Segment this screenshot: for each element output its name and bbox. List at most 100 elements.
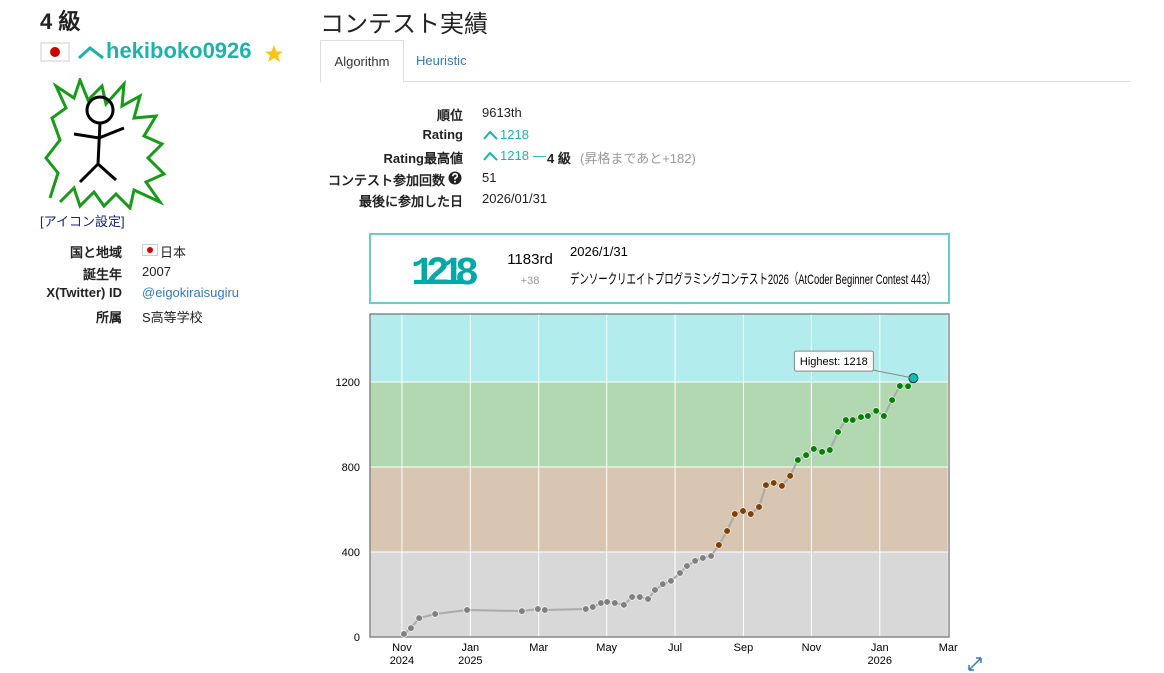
x-tick-label: Nov [392,642,412,654]
info-place: 1183rd [507,251,553,268]
rating-point [739,507,747,515]
info-date: 2026/1/31 [570,244,628,259]
info-name: デンソークリエイトプログラミングコンテスト2026（AtCoder Beginn… [570,271,936,287]
rating-point [842,416,850,424]
rating-point [518,607,526,615]
rating-point [691,557,699,565]
rating-icon [77,46,104,60]
stat-label: Rating [422,126,463,142]
tab-active[interactable]: Algorithm [320,40,404,83]
stat-value: 1218 [500,148,529,163]
field-value: 2007 [142,263,171,279]
field-label: 国と地域 [69,245,122,260]
x-tick-year: 2025 [458,655,482,667]
star [265,45,283,62]
rating-point [651,586,659,594]
rating-point [407,624,415,632]
x-tick-label: Nov [802,642,822,654]
rating-point [849,416,857,424]
section-title: コンテスト実績 [320,11,488,38]
x-tick-year: 2026 [868,655,892,667]
rating-point [723,527,731,535]
rank: 4 級 [547,151,571,166]
username[interactable]: hekiboko0926 [106,38,252,63]
icon-link[interactable]: [アイコン設定] [40,214,125,229]
rating-point [802,451,810,459]
x-tick-label: Jan [461,642,479,654]
help-mark [452,172,459,180]
x-tick-year: 2024 [390,655,414,667]
help-icon[interactable] [448,171,462,185]
rating-point [534,605,542,613]
rating-icon [483,151,498,161]
x-tick-label: Jan [871,642,889,654]
rating-point [611,599,619,607]
info-box [369,233,950,304]
rating-point [707,552,715,560]
tab-line [320,81,1130,82]
rating-point [896,382,904,390]
stat-value: 1218 [500,126,529,142]
rating-point [683,562,691,570]
plot-frame [369,313,950,638]
rating-point [864,412,872,420]
rating-point [659,580,667,588]
rating-point [620,601,628,609]
info-diff: +38 [521,275,540,287]
annotation-leader [873,369,914,379]
stat-value: 2026/01/31 [482,191,548,206]
rating-point [834,428,842,436]
rating-point [541,606,549,614]
x-tick-label: Mar [939,642,958,654]
annotation-box [793,350,874,372]
rating-point [628,593,636,601]
rating-point [603,598,611,606]
rating-icon [483,130,498,140]
stat-value: 9613th [482,105,522,120]
tab-label: Algorithm [334,54,390,69]
rating-point [786,472,794,480]
rating-point [762,481,770,489]
rating-point [582,605,590,613]
y-tick-label: 400 [342,547,360,559]
rating-point [770,479,778,487]
x-tick-label: Sep [734,642,754,654]
rating-point [904,382,912,390]
rating-point [857,413,865,421]
rank-title: 4 級 [40,9,81,34]
note: (昇格まであと+182) [580,151,696,166]
flag [40,42,70,62]
rating-point [699,554,707,562]
stat-label: 最後に参加した日 [358,194,463,209]
field-label: 所属 [95,309,122,325]
avatar [44,78,167,210]
rating-point [463,606,471,614]
x-tick-label: Jul [668,642,682,654]
rating-point [636,593,644,601]
expand-icon[interactable] [968,657,982,671]
rating-point [731,510,739,518]
rating-band [370,382,949,467]
rating-band [370,314,949,382]
dash: — [533,148,546,163]
flag [142,244,158,256]
rating-point [778,482,786,490]
rating-point [415,614,423,622]
rating-point [644,595,652,603]
field-label: 誕生年 [82,266,122,282]
rating-band [370,467,949,552]
info-rating: 1218 [411,252,479,297]
tab-label[interactable]: Heuristic [416,53,467,68]
rating-point [794,456,802,464]
rating-point [872,407,880,415]
rating-point [589,603,597,611]
rating-band [370,552,949,637]
rating-point [880,412,888,420]
rating-point [715,541,723,549]
rating-point [400,630,408,638]
rating-point [755,503,763,511]
field-value[interactable]: @eigokiraisugiru [142,285,240,300]
rating-point [676,569,684,577]
